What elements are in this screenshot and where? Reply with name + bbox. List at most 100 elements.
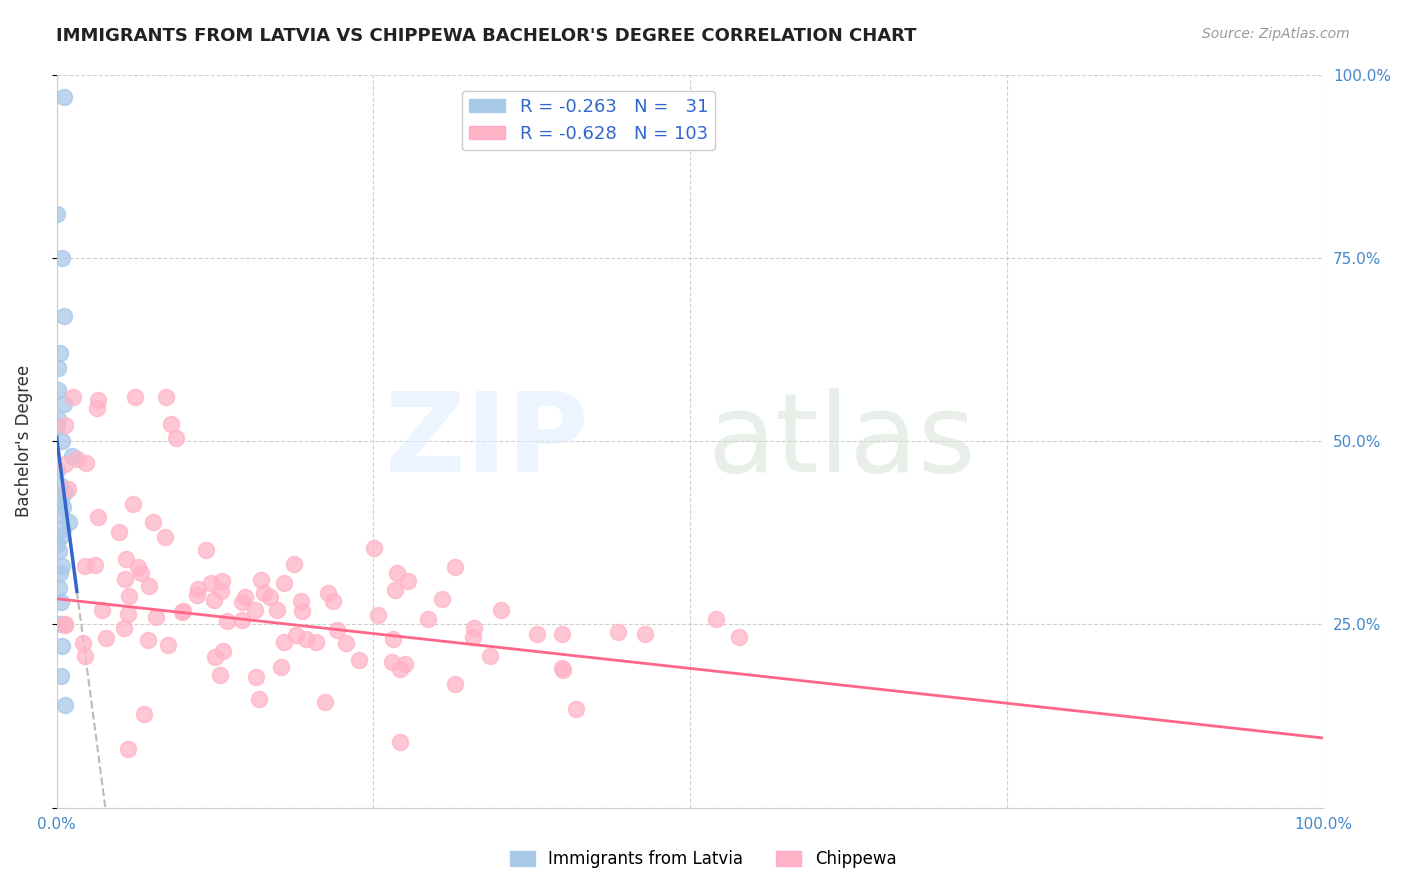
Point xyxy=(606,625,628,640)
Point xyxy=(62,390,84,404)
Point xyxy=(51,492,73,507)
Point xyxy=(186,588,208,602)
Text: atlas: atlas xyxy=(707,388,976,494)
Point xyxy=(73,649,96,664)
Point xyxy=(233,590,256,604)
Point xyxy=(634,627,657,641)
Point xyxy=(87,510,110,524)
Point xyxy=(526,627,548,641)
Text: Source: ZipAtlas.com: Source: ZipAtlas.com xyxy=(1202,27,1350,41)
Point xyxy=(52,397,75,411)
Point xyxy=(49,478,72,492)
Point xyxy=(432,592,454,607)
Point xyxy=(114,572,136,586)
Point xyxy=(49,529,72,543)
Point xyxy=(443,677,465,691)
Point xyxy=(326,624,349,638)
Point xyxy=(94,631,117,645)
Point xyxy=(51,558,73,573)
Point xyxy=(48,566,70,580)
Point xyxy=(283,557,305,571)
Point xyxy=(247,691,270,706)
Point xyxy=(52,310,75,324)
Point xyxy=(52,500,75,514)
Point xyxy=(49,346,72,360)
Point xyxy=(56,482,79,496)
Point xyxy=(124,390,146,404)
Point xyxy=(727,630,749,644)
Point xyxy=(136,632,159,647)
Point xyxy=(212,644,235,658)
Text: IMMIGRANTS FROM LATVIA VS CHIPPEWA BACHELOR'S DEGREE CORRELATION CHART: IMMIGRANTS FROM LATVIA VS CHIPPEWA BACHE… xyxy=(56,27,917,45)
Point xyxy=(259,590,281,604)
Point xyxy=(266,602,288,616)
Point xyxy=(444,560,467,574)
Point xyxy=(117,607,139,621)
Point xyxy=(478,648,501,663)
Point xyxy=(186,582,208,597)
Point xyxy=(51,640,73,654)
Point xyxy=(86,401,108,415)
Point xyxy=(305,634,328,648)
Point xyxy=(165,431,187,445)
Point xyxy=(463,621,485,635)
Point xyxy=(53,89,76,103)
Point xyxy=(46,463,69,477)
Point xyxy=(138,579,160,593)
Point xyxy=(90,602,112,616)
Point xyxy=(51,595,73,609)
Point xyxy=(381,656,404,670)
Point xyxy=(489,603,512,617)
Point xyxy=(316,585,339,599)
Point xyxy=(52,522,75,536)
Point xyxy=(202,592,225,607)
Point xyxy=(551,661,574,675)
Point xyxy=(145,610,167,624)
Point xyxy=(704,612,727,626)
Point xyxy=(290,594,312,608)
Point xyxy=(172,604,194,618)
Point xyxy=(273,575,295,590)
Point xyxy=(49,617,72,632)
Point xyxy=(204,649,226,664)
Point xyxy=(322,594,344,608)
Point xyxy=(217,614,239,628)
Point xyxy=(273,635,295,649)
Point xyxy=(314,695,336,709)
Point xyxy=(53,698,76,712)
Point xyxy=(131,566,153,580)
Point xyxy=(231,595,253,609)
Point xyxy=(132,706,155,721)
Point xyxy=(389,735,412,749)
Point xyxy=(396,574,419,588)
Point xyxy=(53,485,76,500)
Point xyxy=(108,525,131,540)
Point xyxy=(46,412,69,426)
Point xyxy=(142,515,165,529)
Point xyxy=(118,589,141,603)
Point xyxy=(48,544,70,558)
Y-axis label: Bachelor's Degree: Bachelor's Degree xyxy=(15,365,32,517)
Point xyxy=(53,418,76,433)
Point xyxy=(388,662,411,676)
Point xyxy=(60,449,83,463)
Point xyxy=(75,456,97,470)
Point xyxy=(121,496,143,510)
Point xyxy=(66,452,89,467)
Point xyxy=(200,576,222,591)
Point xyxy=(363,541,385,556)
Point xyxy=(394,657,416,672)
Point xyxy=(51,434,73,449)
Point xyxy=(155,390,177,404)
Point xyxy=(46,207,69,221)
Point xyxy=(72,636,94,650)
Point xyxy=(294,632,316,646)
Point xyxy=(253,585,276,599)
Point xyxy=(48,508,70,522)
Legend: Immigrants from Latvia, Chippewa: Immigrants from Latvia, Chippewa xyxy=(503,844,903,875)
Point xyxy=(335,636,357,650)
Point xyxy=(46,419,69,434)
Point xyxy=(291,604,314,618)
Point xyxy=(84,558,107,572)
Point xyxy=(384,582,406,597)
